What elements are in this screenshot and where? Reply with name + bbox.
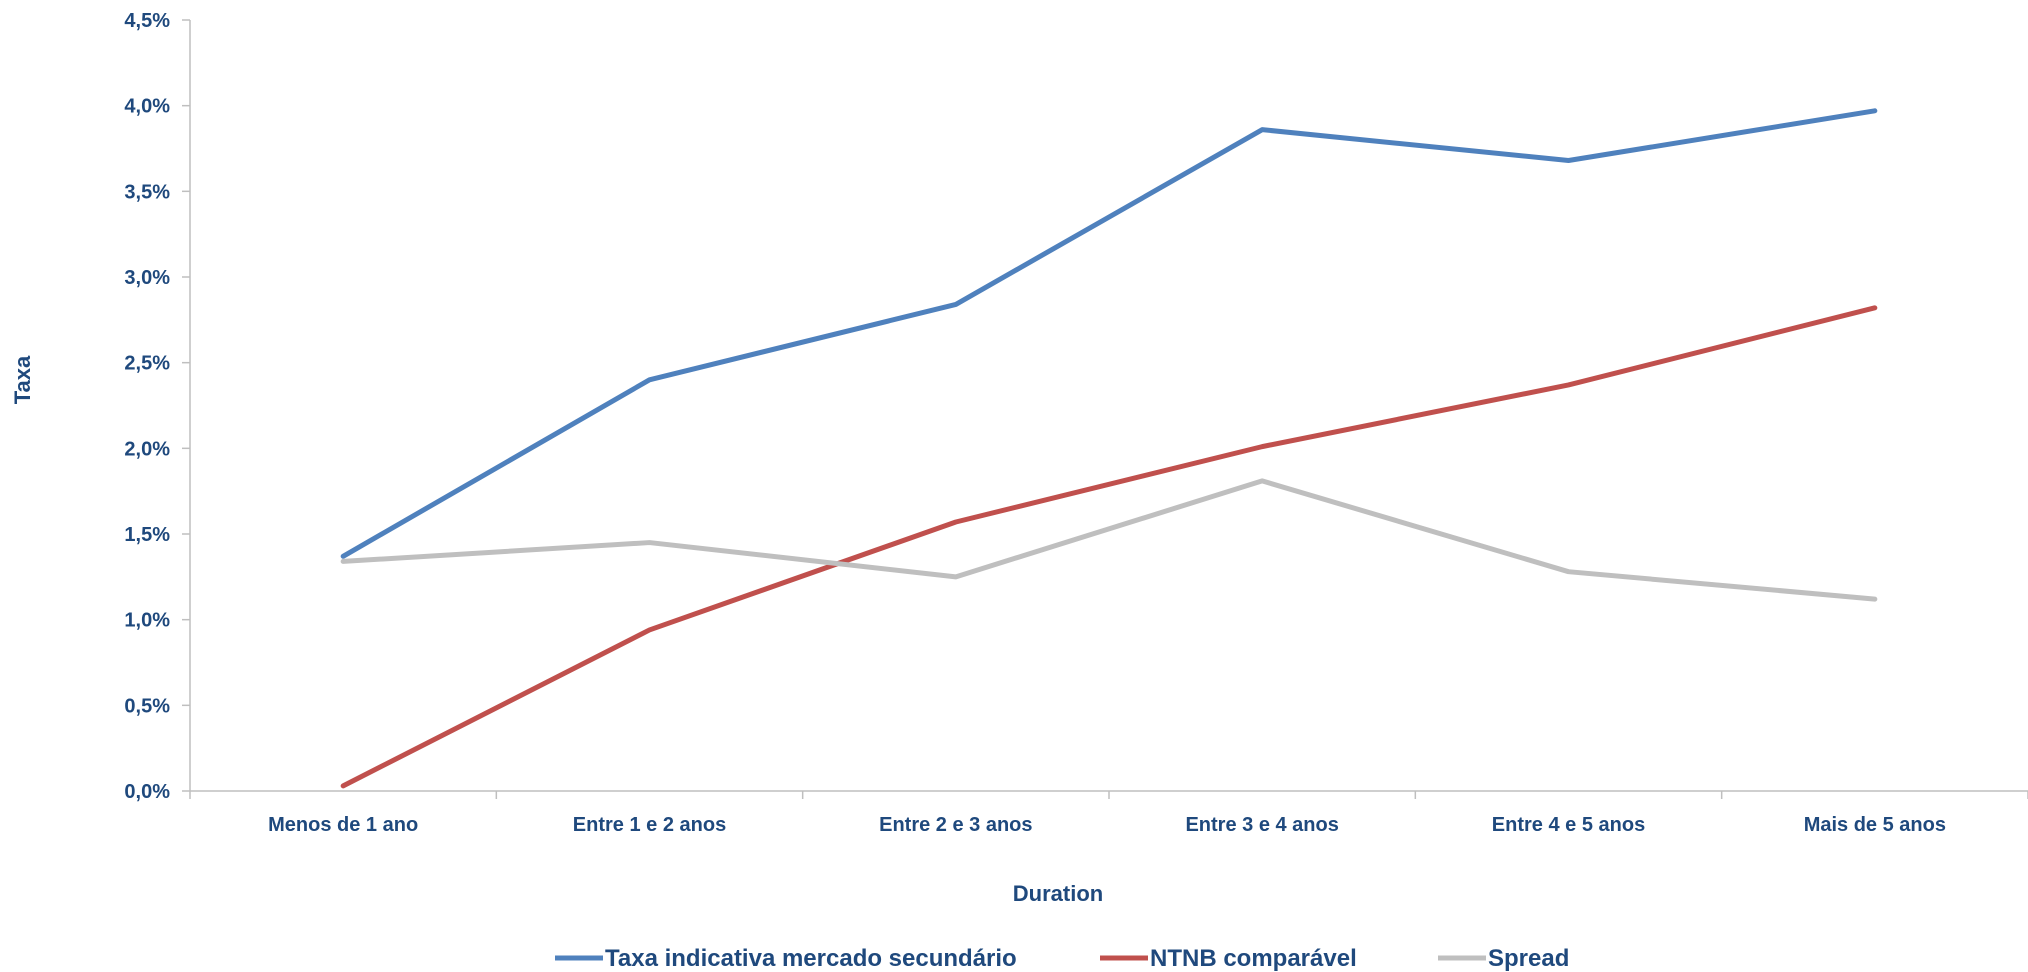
x-tick-label: Entre 3 e 4 anos xyxy=(1185,814,1338,836)
chart-axes: 0,0% 0,5% 1,0% 1,5% 2,0% 2,5% 3,0% 3,5% 4,0% 4,5%… xyxy=(124,10,2028,836)
x-tick-label: Mais de 5 anos xyxy=(1804,814,1946,836)
x-tick-label: Entre 4 e 5 anos xyxy=(1492,814,1645,836)
x-tick-label: Entre 2 e 3 anos xyxy=(879,814,1032,836)
chart-series xyxy=(340,108,1878,789)
y-tick-label: 1,0% xyxy=(124,610,170,632)
y-tick-label: 3,0% xyxy=(124,267,170,289)
y-tick-label: 4,0% xyxy=(124,96,170,118)
series-line-3 xyxy=(340,478,1878,602)
legend-label-3: Spread xyxy=(1488,945,1569,972)
x-tick-label: Entre 1 e 2 anos xyxy=(573,814,726,836)
series-line-2 xyxy=(340,305,1878,789)
y-tick-label: 2,5% xyxy=(124,353,170,375)
y-tick-label: 1,5% xyxy=(124,524,170,546)
x-tick-label: Menos de 1 ano xyxy=(268,814,418,836)
legend-label-1: Taxa indicativa mercado secundário xyxy=(605,945,1017,972)
y-tick-label: 0,5% xyxy=(124,695,170,717)
chart-legend: Taxa indicativa mercado secundário NTNB c… xyxy=(555,945,1569,972)
y-tick-label: 3,5% xyxy=(124,181,170,203)
x-axis-title: Duration xyxy=(1013,881,1103,906)
y-tick-label: 0,0% xyxy=(124,781,170,803)
y-tick-label: 2,0% xyxy=(124,438,170,460)
y-axis-title: Taxa xyxy=(10,355,35,404)
y-tick-label: 4,5% xyxy=(124,10,170,32)
legend-label-2: NTNB comparável xyxy=(1150,945,1357,972)
series-line-1 xyxy=(340,108,1878,559)
